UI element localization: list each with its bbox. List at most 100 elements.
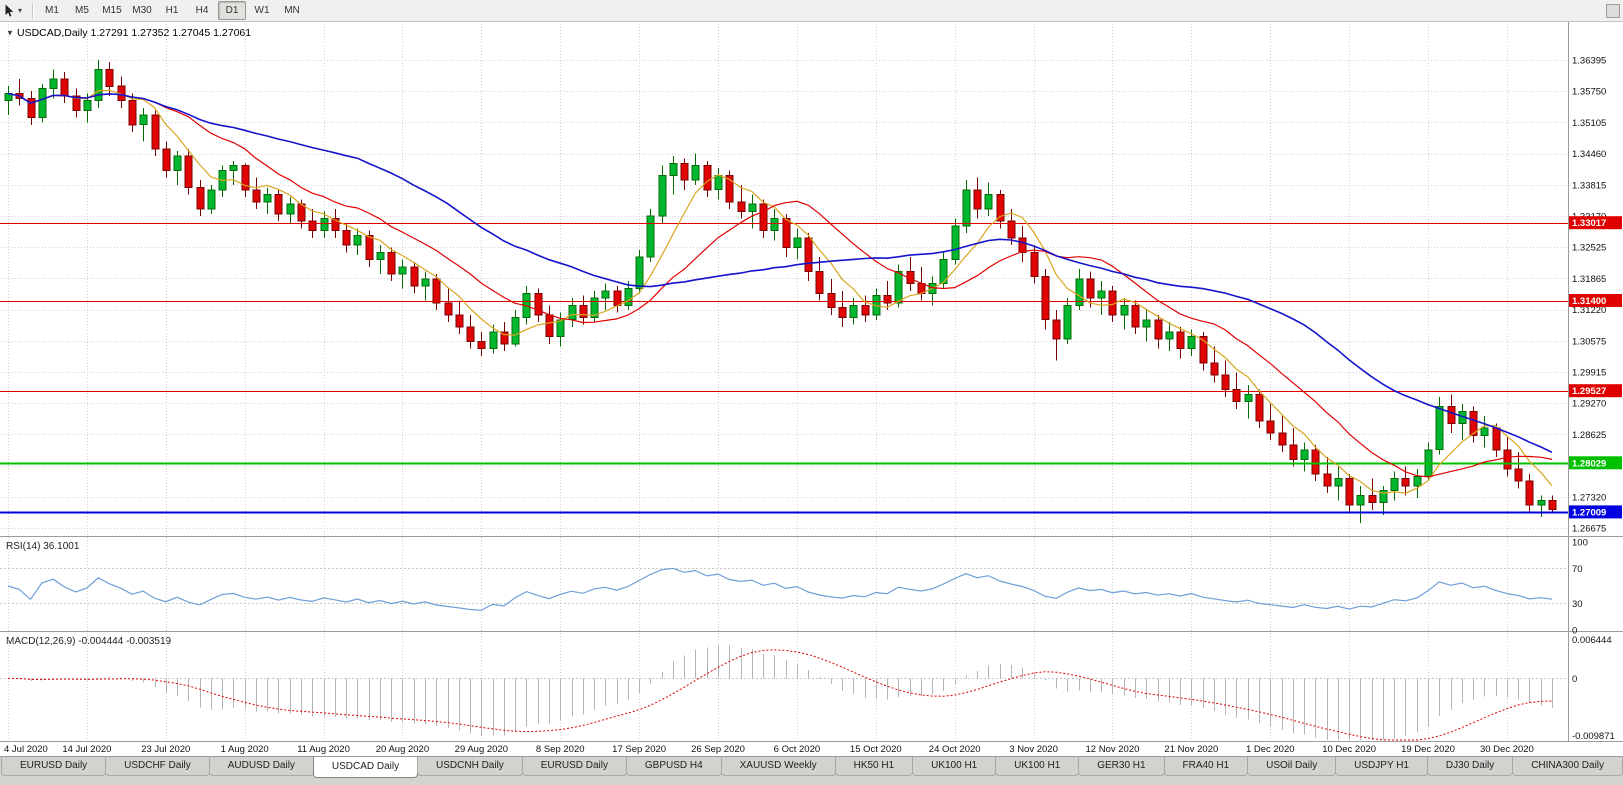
svg-text:30 Dec 2020: 30 Dec 2020 xyxy=(1480,744,1534,755)
candle xyxy=(1176,331,1185,350)
candle xyxy=(1311,449,1320,475)
chart-tab-xauusd-weekly[interactable]: XAUUSD Weekly xyxy=(720,757,836,776)
candle xyxy=(703,165,712,191)
candle xyxy=(1232,389,1241,403)
chart-tab-eurusd-daily[interactable]: EURUSD Daily xyxy=(521,757,627,776)
chart-title: USDCAD,Daily 1.27291 1.27352 1.27045 1.2… xyxy=(17,27,251,39)
candle xyxy=(1165,331,1174,340)
svg-text:1.29270: 1.29270 xyxy=(1572,399,1606,410)
chart-tab-ger30-h1[interactable]: GER30 H1 xyxy=(1078,757,1165,776)
candle xyxy=(365,235,374,261)
timeframe-button-h4[interactable]: H4 xyxy=(195,5,209,16)
candle xyxy=(184,155,193,188)
chart-tab-audusd-daily[interactable]: AUDUSD Daily xyxy=(208,757,314,776)
toolbar-overflow-button[interactable] xyxy=(1606,4,1620,18)
chart-tab-hk50-h1[interactable]: HK50 H1 xyxy=(834,757,914,776)
chart-tab-gbpusd-h4[interactable]: GBPUSD H4 xyxy=(625,757,722,776)
candle xyxy=(1514,468,1523,482)
symbol-dropdown-icon[interactable]: ▼ xyxy=(6,29,14,38)
svg-text:15 Oct 2020: 15 Oct 2020 xyxy=(850,744,902,755)
timeframe-button-mn[interactable]: MN xyxy=(284,5,300,16)
candle xyxy=(568,304,577,321)
svg-text:4 Jul 2020: 4 Jul 2020 xyxy=(4,744,48,755)
chart-tab-dj30-daily[interactable]: DJ30 Daily xyxy=(1426,757,1514,776)
candle xyxy=(466,326,475,342)
timeframe-button-m15[interactable]: M15 xyxy=(102,5,122,16)
candle xyxy=(297,203,306,222)
chart-tab-uk100-h1[interactable]: UK100 H1 xyxy=(912,757,997,776)
candle xyxy=(196,186,205,210)
price-tag xyxy=(1569,505,1622,519)
candle xyxy=(1199,336,1208,364)
toolbar-separator xyxy=(32,2,34,19)
chart-tab-usdchf-daily[interactable]: USDCHF Daily xyxy=(105,757,210,776)
candle xyxy=(1052,319,1061,340)
cursor-tool[interactable]: ▾ xyxy=(0,0,29,21)
timeframe-button-h1[interactable]: H1 xyxy=(165,5,179,16)
candle xyxy=(83,100,92,111)
candle xyxy=(534,292,543,316)
candle xyxy=(714,174,723,191)
candle xyxy=(173,155,182,172)
chart-canvas[interactable]: ▼ USDCAD,Daily 1.27291 1.27352 1.27045 1… xyxy=(0,22,1623,756)
candle xyxy=(1401,478,1410,487)
svg-text:1.36395: 1.36395 xyxy=(1572,56,1606,67)
timeframe-button-m5[interactable]: M5 xyxy=(75,5,89,16)
candle xyxy=(646,215,655,258)
candle xyxy=(49,78,58,90)
timeframe-button-w1[interactable]: W1 xyxy=(254,5,270,16)
chart-tab-china300-daily[interactable]: CHINA300 Daily xyxy=(1512,757,1623,776)
candle xyxy=(94,68,103,102)
svg-text:1.30575: 1.30575 xyxy=(1572,336,1606,347)
chart-tab-eurusd-daily[interactable]: EURUSD Daily xyxy=(1,757,107,776)
candle xyxy=(398,266,407,275)
ma-line-14 xyxy=(7,92,1553,478)
candle xyxy=(410,266,419,287)
candle xyxy=(1154,319,1163,340)
candle xyxy=(815,271,824,294)
candle xyxy=(1537,499,1546,506)
candle xyxy=(883,295,892,304)
chart-tabs-bar: EURUSD Daily USDCHF Daily AUDUSD Daily USDC… xyxy=(0,756,1623,785)
candle xyxy=(759,203,768,232)
chart-tab-usdjpy-h1[interactable]: USDJPY H1 xyxy=(1335,757,1428,776)
svg-text:1.35750: 1.35750 xyxy=(1572,87,1606,98)
candle xyxy=(1379,490,1388,504)
chart-tab-usdcad-daily[interactable]: USDCAD Daily xyxy=(312,757,419,778)
candle xyxy=(1030,251,1039,277)
candle xyxy=(444,302,453,316)
candle xyxy=(996,194,1005,222)
ma-line-32 xyxy=(7,92,1553,454)
chart-tab-uk100-h1[interactable]: UK100 H1 xyxy=(995,757,1080,776)
svg-text:17 Sep 2020: 17 Sep 2020 xyxy=(612,744,666,755)
cursor-dropdown-icon[interactable]: ▾ xyxy=(17,6,22,15)
timeframe-button-d1[interactable]: D1 xyxy=(218,1,246,20)
svg-text:1.28625: 1.28625 xyxy=(1572,430,1606,441)
chart-tab-fra40-h1[interactable]: FRA40 H1 xyxy=(1163,757,1249,776)
svg-text:24 Oct 2020: 24 Oct 2020 xyxy=(929,744,981,755)
candle xyxy=(455,314,464,328)
candle xyxy=(624,288,633,306)
candle xyxy=(263,194,272,203)
candle xyxy=(1120,304,1129,316)
candle xyxy=(207,189,216,210)
candle xyxy=(1469,410,1478,436)
price-tag xyxy=(1569,456,1622,470)
candle xyxy=(635,256,644,289)
candle xyxy=(1221,374,1230,391)
candle xyxy=(1278,432,1287,446)
candle xyxy=(951,225,960,261)
candle xyxy=(556,319,565,338)
candle xyxy=(229,165,238,171)
chart-tab-usoil-daily[interactable]: USOil Daily xyxy=(1247,757,1337,776)
candle xyxy=(545,314,554,338)
timeframe-button-m1[interactable]: M1 xyxy=(45,5,59,16)
svg-text:70: 70 xyxy=(1572,564,1583,575)
candle xyxy=(1063,304,1072,340)
chart-tab-usdcnh-daily[interactable]: USDCNH Daily xyxy=(417,757,523,776)
candle xyxy=(770,218,779,232)
candle xyxy=(128,100,137,126)
candle xyxy=(162,148,171,172)
timeframe-button-m30[interactable]: M30 xyxy=(132,5,152,16)
candle xyxy=(613,290,622,306)
